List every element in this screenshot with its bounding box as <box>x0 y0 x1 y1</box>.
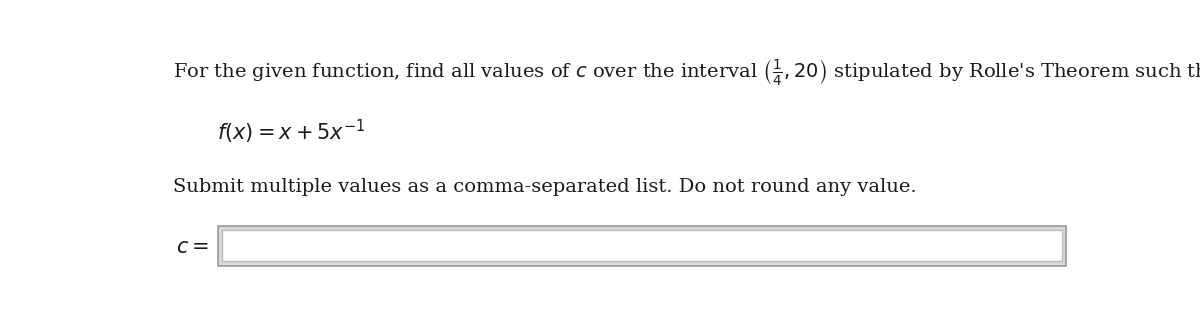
Text: For the given function, find all values of $c$ over the interval $\left(\frac{1}: For the given function, find all values … <box>173 57 1200 87</box>
Text: Submit multiple values as a comma-separated list. Do not round any value.: Submit multiple values as a comma-separa… <box>173 179 917 197</box>
Bar <box>218 226 1066 266</box>
Text: $c =$: $c =$ <box>176 238 209 257</box>
Text: $f(x) = x + 5x^{-1}$: $f(x) = x + 5x^{-1}$ <box>217 118 365 146</box>
Bar <box>222 230 1062 261</box>
